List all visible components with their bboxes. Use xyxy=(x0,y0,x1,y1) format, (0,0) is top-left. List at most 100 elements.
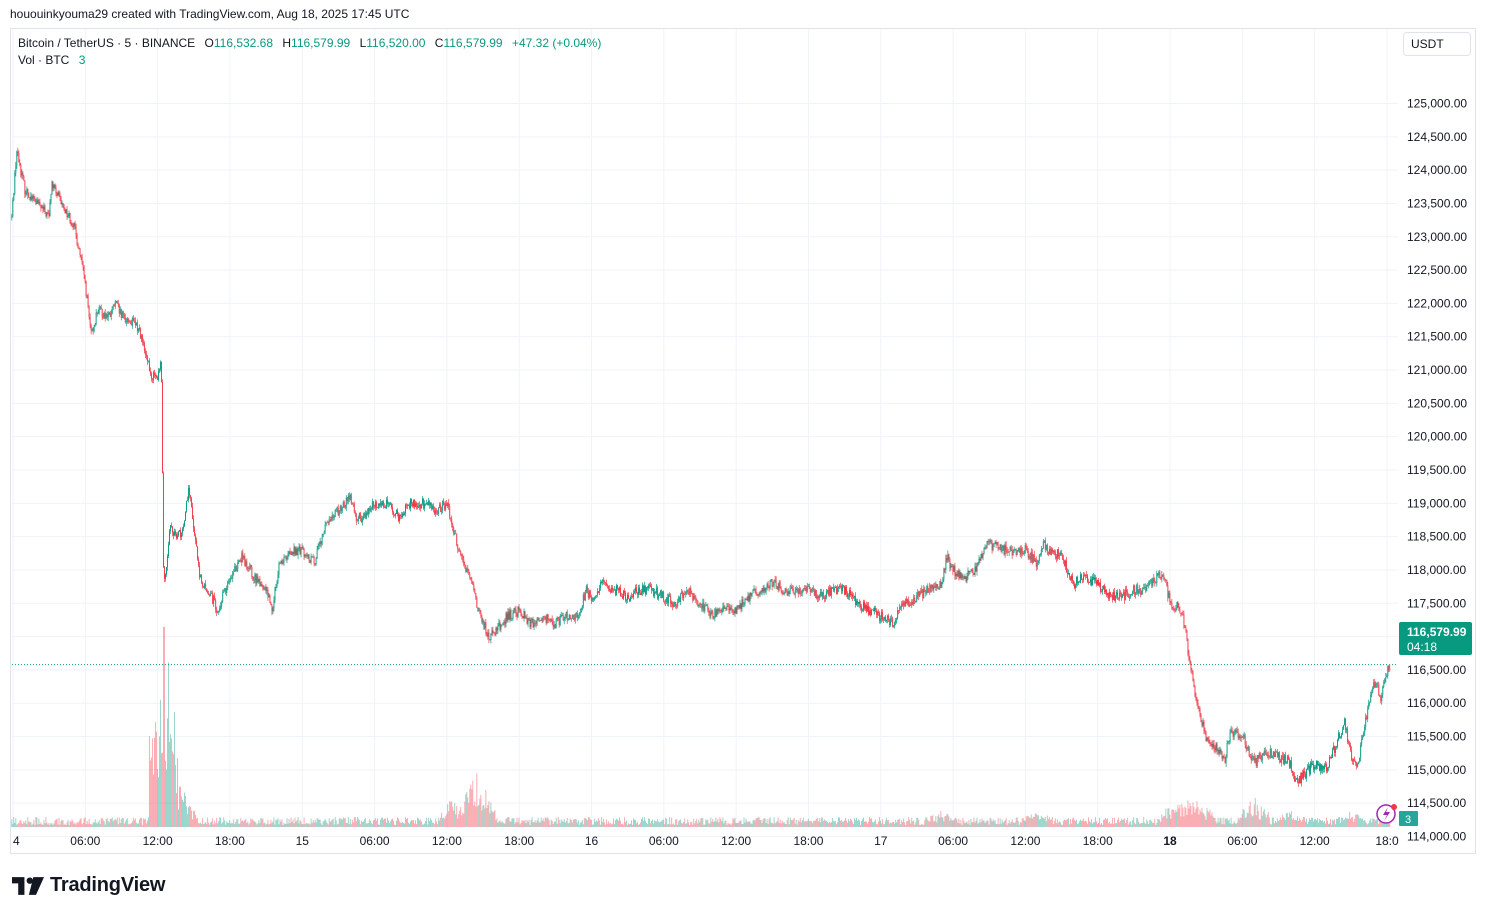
volume-bar xyxy=(369,820,371,827)
candle-body xyxy=(1202,721,1204,726)
volume-bar xyxy=(727,823,729,827)
volume-bar xyxy=(917,818,919,827)
volume-bar xyxy=(1191,814,1193,827)
volume-bar xyxy=(1342,817,1344,827)
volume-bar xyxy=(479,798,481,827)
volume-bar xyxy=(576,822,578,827)
candle-body xyxy=(1079,581,1080,583)
volume-indicator-label[interactable]: Vol · BTC xyxy=(18,53,70,67)
candle-body xyxy=(46,212,48,217)
volume-bar xyxy=(288,818,290,827)
candle-body xyxy=(835,587,837,594)
volume-bar xyxy=(1021,818,1023,827)
volume-bar xyxy=(48,823,50,827)
volume-bar xyxy=(530,820,532,827)
candle-body xyxy=(11,215,13,217)
volume-bar xyxy=(507,817,509,827)
volume-bar xyxy=(165,760,166,827)
volume-bar xyxy=(1183,816,1185,827)
candle-body xyxy=(1110,592,1112,596)
volume-bar xyxy=(243,821,245,827)
candle-body xyxy=(412,503,413,507)
volume-bar xyxy=(511,818,513,827)
candle-body xyxy=(196,540,198,547)
volume-bar xyxy=(417,817,419,827)
volume-bar xyxy=(826,821,828,827)
candle-body xyxy=(64,210,66,214)
candle-body xyxy=(509,609,511,620)
volume-bar xyxy=(1328,823,1329,827)
candle-body xyxy=(333,517,335,518)
volume-bar xyxy=(206,823,208,827)
volume-bar xyxy=(645,820,647,827)
candle-body xyxy=(380,502,382,506)
volume-bar xyxy=(467,797,469,827)
candle-body xyxy=(1142,587,1144,592)
symbol-name[interactable]: Bitcoin / TetherUS · 5 · BINANCE xyxy=(18,36,196,50)
volume-bar xyxy=(1136,818,1138,827)
change-value: +47.32 (+0.04%) xyxy=(511,36,602,50)
candle-body xyxy=(583,594,585,601)
volume-bar xyxy=(892,821,894,827)
candle-body xyxy=(549,619,551,621)
candle-body xyxy=(1096,580,1097,585)
volume-bar xyxy=(173,754,174,827)
candle-body xyxy=(205,583,207,589)
candle-body xyxy=(445,503,447,510)
candle-body xyxy=(811,588,813,590)
volume-bar xyxy=(855,820,856,827)
volume-bar xyxy=(906,821,908,827)
candle-body xyxy=(58,192,60,195)
candle-body xyxy=(621,596,622,597)
volume-bar xyxy=(835,824,837,827)
candle-body xyxy=(1217,749,1219,751)
lightning-alert-icon[interactable] xyxy=(1376,804,1397,824)
candle-body xyxy=(906,598,908,604)
candle-body xyxy=(1197,702,1199,709)
candle-body xyxy=(331,515,333,520)
volume-bar xyxy=(650,823,652,827)
volume-bar xyxy=(431,819,433,827)
candle-body xyxy=(1369,702,1371,704)
candle-body xyxy=(1076,577,1078,584)
candle-body xyxy=(67,216,69,217)
candle-body xyxy=(167,556,168,567)
volume-bar xyxy=(806,821,808,827)
volume-bar xyxy=(909,819,911,827)
volume-bar xyxy=(138,819,140,827)
volume-bar xyxy=(854,818,855,827)
candle-body xyxy=(268,595,270,597)
candle-body xyxy=(1111,595,1113,596)
volume-bar xyxy=(701,817,703,827)
candle-body xyxy=(301,546,303,549)
candle-body xyxy=(566,611,568,621)
candle-body xyxy=(1100,582,1101,592)
volume-bar xyxy=(1300,821,1302,827)
candle-body xyxy=(841,585,843,592)
volume-bar xyxy=(132,817,134,827)
volume-bar xyxy=(1187,800,1189,827)
candle-body xyxy=(624,590,625,593)
candle-body xyxy=(354,512,356,515)
candle-body xyxy=(267,589,269,597)
tradingview-logo[interactable]: TradingView xyxy=(12,874,165,897)
candle-body xyxy=(731,608,733,611)
volume-bar xyxy=(354,817,356,827)
candle-body xyxy=(837,587,839,589)
currency-selector[interactable]: USDT xyxy=(1403,32,1471,56)
volume-bar xyxy=(1033,817,1035,827)
candle-body xyxy=(888,615,890,621)
volume-bar xyxy=(1034,813,1036,827)
candle-body xyxy=(474,589,476,594)
candle-body xyxy=(995,541,997,544)
candle-body xyxy=(261,584,263,586)
candle-body xyxy=(201,575,203,583)
volume-bar xyxy=(935,816,937,827)
volume-bar xyxy=(290,817,292,827)
volume-bar xyxy=(1232,823,1234,827)
candle-body xyxy=(893,626,895,628)
candle-body xyxy=(168,544,169,557)
volume-bar xyxy=(517,822,519,827)
price-tick-label: 116,500.00 xyxy=(1407,663,1466,677)
